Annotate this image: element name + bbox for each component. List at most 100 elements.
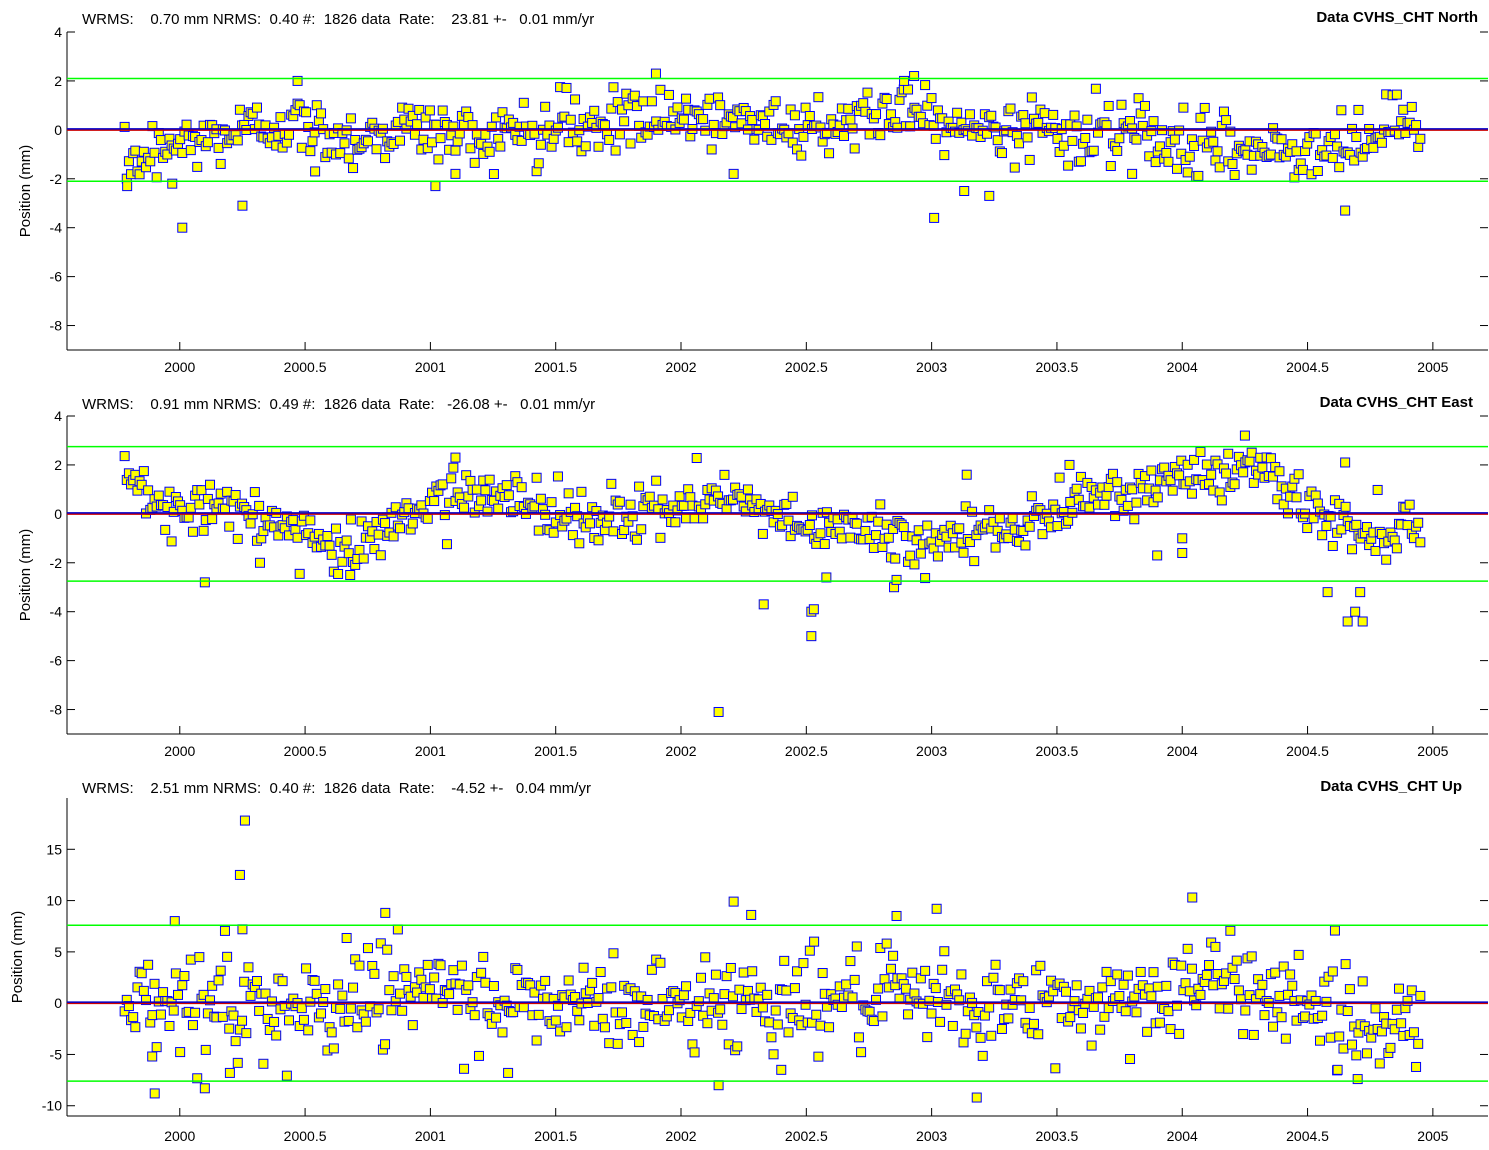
data-point bbox=[1238, 1029, 1249, 1040]
data-point bbox=[138, 466, 149, 477]
data-point bbox=[1163, 156, 1174, 167]
data-point bbox=[708, 993, 719, 1004]
data-point bbox=[984, 190, 995, 201]
x-tick-label: 2000 bbox=[164, 1128, 195, 1144]
data-point bbox=[570, 94, 581, 105]
data-point bbox=[1291, 146, 1302, 157]
data-point bbox=[194, 952, 205, 963]
data-point bbox=[1315, 1035, 1326, 1046]
data-point bbox=[715, 1004, 726, 1015]
data-point bbox=[736, 1004, 747, 1015]
data-point bbox=[992, 135, 1003, 146]
data-point bbox=[149, 978, 160, 989]
x-tick-label: 2000.5 bbox=[284, 1128, 327, 1144]
data-point bbox=[930, 983, 941, 994]
data-point bbox=[414, 104, 425, 115]
data-point bbox=[681, 513, 692, 524]
data-point bbox=[429, 496, 440, 507]
data-point bbox=[764, 1017, 775, 1028]
data-point bbox=[495, 141, 506, 152]
data-point bbox=[1127, 168, 1138, 179]
y-tick-label: 5 bbox=[54, 944, 62, 960]
data-point bbox=[309, 975, 320, 986]
data-point bbox=[1221, 468, 1232, 479]
data-point bbox=[996, 1023, 1007, 1034]
data-point bbox=[967, 506, 978, 517]
data-point bbox=[685, 1007, 696, 1018]
data-point bbox=[202, 493, 213, 504]
data-point bbox=[808, 604, 819, 615]
data-point bbox=[1018, 110, 1029, 121]
data-point bbox=[465, 143, 476, 154]
data-point bbox=[473, 1050, 484, 1061]
data-point bbox=[1342, 1006, 1353, 1017]
data-point bbox=[871, 994, 882, 1005]
data-point bbox=[1293, 949, 1304, 960]
data-point bbox=[491, 1012, 502, 1023]
data-point bbox=[638, 1021, 649, 1032]
data-point bbox=[294, 568, 305, 579]
data-point bbox=[1120, 1006, 1131, 1017]
data-point bbox=[320, 984, 331, 995]
data-point bbox=[1159, 462, 1170, 473]
data-point bbox=[969, 556, 980, 567]
data-point bbox=[1280, 1033, 1291, 1044]
data-point bbox=[1276, 134, 1287, 145]
data-point bbox=[503, 1067, 514, 1078]
data-point bbox=[1122, 970, 1133, 981]
data-point bbox=[531, 1035, 542, 1046]
data-point bbox=[463, 980, 474, 991]
data-point bbox=[138, 985, 149, 996]
data-point bbox=[612, 1038, 623, 1049]
data-point bbox=[149, 147, 160, 158]
data-point bbox=[781, 985, 792, 996]
panel-east: 4 2 0 -2 -4 -6 -8 2000 2000.5 2001 2001.5 2002 2002.… bbox=[17, 394, 1488, 759]
data-point bbox=[700, 952, 711, 963]
data-point bbox=[1265, 453, 1276, 464]
data-point bbox=[303, 121, 314, 132]
data-point bbox=[384, 985, 395, 996]
data-point bbox=[298, 1014, 309, 1025]
data-point bbox=[1182, 943, 1193, 954]
data-point bbox=[903, 1009, 914, 1020]
data-point bbox=[728, 896, 739, 907]
data-point bbox=[192, 161, 203, 172]
data-point bbox=[843, 103, 854, 114]
data-point bbox=[177, 147, 188, 158]
data-point bbox=[373, 1004, 384, 1015]
data-point bbox=[341, 535, 352, 546]
data-point bbox=[990, 542, 1001, 553]
x-tick-label: 2002 bbox=[665, 1128, 696, 1144]
data-point bbox=[1221, 115, 1232, 126]
data-point bbox=[580, 141, 591, 152]
data-point bbox=[1374, 1058, 1385, 1069]
data-point bbox=[1026, 491, 1037, 502]
data-point bbox=[1187, 892, 1198, 903]
data-point bbox=[939, 946, 950, 957]
data-point bbox=[422, 959, 433, 970]
data-point bbox=[1274, 466, 1285, 477]
data-point bbox=[386, 1005, 397, 1016]
data-point bbox=[529, 987, 540, 998]
data-point bbox=[1022, 132, 1033, 143]
data-point bbox=[1265, 149, 1276, 160]
data-point bbox=[905, 121, 916, 132]
data-point bbox=[1065, 496, 1076, 507]
x-tick-label: 2002.5 bbox=[785, 359, 828, 375]
data-point bbox=[550, 1015, 561, 1026]
data-point bbox=[1408, 1027, 1419, 1038]
data-point bbox=[695, 972, 706, 983]
data-point bbox=[198, 525, 209, 536]
data-point bbox=[871, 530, 882, 541]
data-point bbox=[1048, 109, 1059, 120]
data-point bbox=[1086, 1040, 1097, 1051]
data-point bbox=[305, 515, 316, 526]
data-point bbox=[1131, 134, 1142, 145]
panel-north: 4 2 0 -2 -4 -6 -8 2000 2000.5 2001 2001.5 2002 2002.… bbox=[17, 9, 1488, 375]
x-tick-label: 2003.5 bbox=[1036, 743, 1079, 759]
panel-title: Data CVHS_CHT East bbox=[1320, 394, 1473, 411]
data-point bbox=[1112, 969, 1123, 980]
data-point bbox=[875, 130, 886, 141]
data-point bbox=[941, 999, 952, 1010]
data-point bbox=[1075, 471, 1086, 482]
